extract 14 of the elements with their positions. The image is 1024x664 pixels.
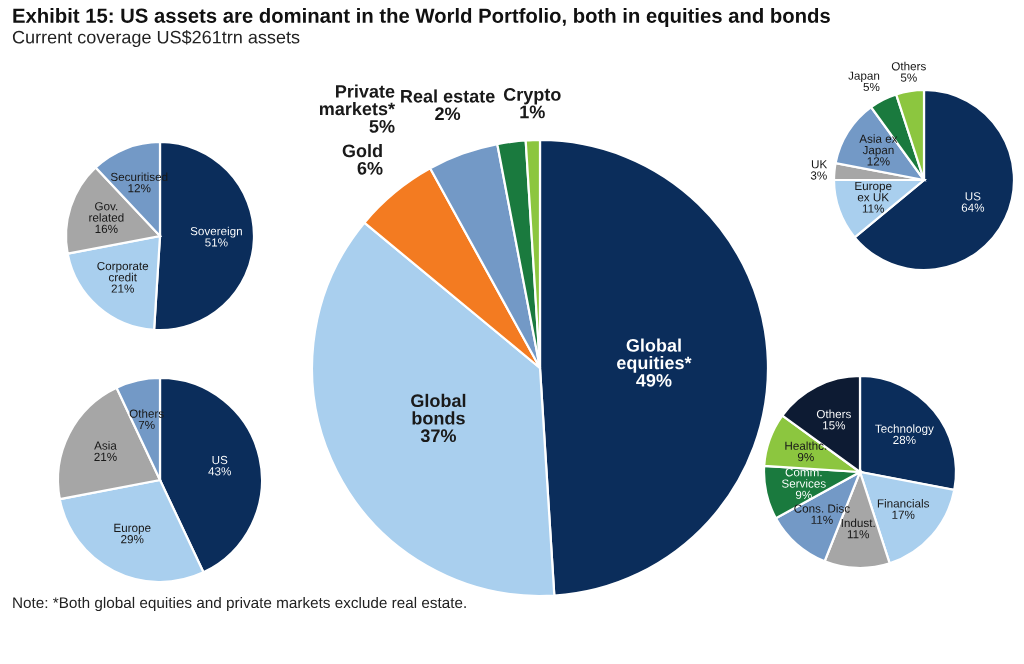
- text: Exhibit 15: US assets are dominant in the World Portfolio, both in equities and bonds: [13, 8, 830, 27]
- slice-label: Crypto: [503, 88, 561, 105]
- slice-label: Private markets*: [319, 84, 396, 116]
- slice-label: Global equities*: [617, 338, 692, 373]
- slice-label: Real estate: [401, 89, 495, 103]
- data-label: 37%: [420, 429, 457, 443]
- data-label: 2%: [435, 107, 461, 121]
- data-label: 6%: [357, 161, 383, 175]
- slice-label: Gold: [342, 143, 382, 158]
- data-label: 49%: [636, 373, 672, 387]
- data-label: 5%: [369, 120, 395, 133]
- slice-label: Global bonds: [411, 393, 466, 425]
- chart-subtitle: Current coverage US$261trn assets: [12, 30, 300, 48]
- data-label: 1%: [520, 105, 545, 119]
